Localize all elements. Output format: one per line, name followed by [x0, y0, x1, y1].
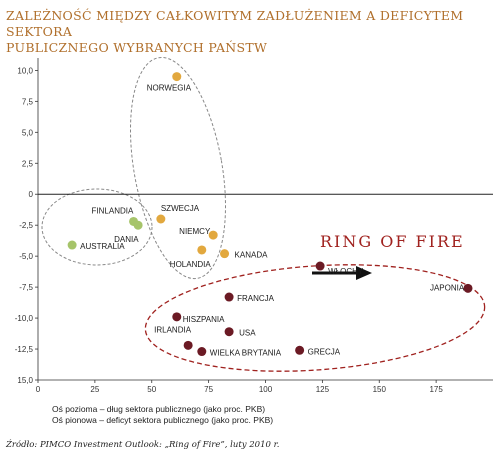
point-label-francja: FRANCJA [237, 294, 275, 303]
group-ellipse-north [130, 56, 226, 280]
point-label-grecja: GRECJA [308, 347, 341, 356]
y-tick-label: 0 [29, 190, 34, 199]
point-norwegia [172, 72, 182, 82]
x-tick-label: 25 [90, 385, 99, 394]
point-australia [67, 240, 77, 250]
point-label-szwecja: SZWECJA [161, 204, 200, 213]
y-tick-label: -5,0 [19, 252, 33, 261]
point-label-irlandia: IRLANDIA [154, 325, 192, 334]
y-tick-label: 15,0 [17, 376, 33, 385]
point-label-japonia: JAPONIA [430, 283, 465, 292]
point-label-niemcy: NIEMCY [179, 227, 211, 236]
chart-title-line2: PUBLICZNEGO WYBRANYCH PAŃSTW [6, 40, 268, 55]
point-niemcy [208, 230, 218, 240]
x-tick-label: 100 [259, 385, 273, 394]
point-label-dania: DANIA [114, 235, 139, 244]
y-tick-label: -12,5 [15, 345, 34, 354]
chart-title-line1: ZALEŻNOŚĆ MIĘDZY CAŁKOWITYM ZADŁUŻENIEM … [6, 8, 464, 39]
chart-decor: RING OF FIRE [41, 56, 486, 372]
point-szwecja [156, 214, 166, 224]
y-tick-label: 2,5 [22, 159, 34, 168]
source-note: Źródło: PIMCO Investment Outlook: „Ring … [6, 440, 280, 450]
point-kanada [220, 249, 230, 259]
legend-y-axis: Oś pionowa – deficyt sektora publicznego… [52, 415, 274, 425]
point-usa [224, 327, 234, 337]
point-label-australia: AUSTRALIA [80, 242, 125, 251]
ring-of-fire-label: RING OF FIRE [320, 232, 465, 251]
point-holandia [197, 245, 207, 255]
point-label-usa: USA [239, 329, 256, 338]
y-tick-label: -7,5 [19, 283, 33, 292]
ring-of-fire-ellipse [144, 264, 486, 372]
y-tick-label: 10,0 [17, 66, 33, 75]
point-francja [224, 292, 234, 302]
point-wielka-brytania [197, 347, 207, 357]
legend-x-axis: Oś pozioma – dług sektora publicznego (j… [52, 404, 266, 414]
point-dania [133, 220, 143, 230]
point-label-wielka-brytania: WIELKA BRYTANIA [210, 349, 282, 358]
y-tick-label: -10,0 [15, 314, 34, 323]
point-irlandia [183, 340, 193, 350]
x-tick-label: 175 [429, 385, 443, 394]
y-tick-label: 5,0 [22, 128, 34, 137]
x-tick-label: 75 [204, 385, 213, 394]
chart-title: ZALEŻNOŚĆ MIĘDZY CAŁKOWITYM ZADŁUŻENIEM … [6, 8, 476, 56]
x-tick-label: 50 [147, 385, 156, 394]
y-tick-label: 7,5 [22, 97, 34, 106]
chart-axes: 10,0 7,5 5,0 2,5 0 -2,5 -5,0 -7,5 -10,0 -12,5 15,0… [15, 58, 493, 394]
point-label-finlandia: FINLANDIA [92, 206, 134, 215]
point-label-holandia: HOLANDIA [170, 260, 212, 269]
point-hiszpania [172, 312, 182, 322]
point-label-kanada: KANADA [235, 251, 269, 260]
y-tick-label: -2,5 [19, 221, 33, 230]
point-japonia [463, 283, 473, 293]
point-label-włochy: WŁOCHY [328, 267, 364, 276]
point-label-hiszpania: HISZPANIA [183, 315, 225, 324]
point-grecja [295, 345, 305, 355]
chart-points [67, 72, 473, 357]
x-tick-label: 125 [316, 385, 330, 394]
ring-arrow-head [356, 266, 372, 280]
axis-legend: Oś pozioma – dług sektora publicznego (j… [52, 404, 273, 426]
x-tick-label: 150 [373, 385, 387, 394]
x-tick-label: 0 [36, 385, 41, 394]
point-label-norwegia: NORWEGIA [147, 84, 192, 93]
group-ellipse-nordic [41, 188, 153, 266]
point-włochy [315, 261, 325, 271]
